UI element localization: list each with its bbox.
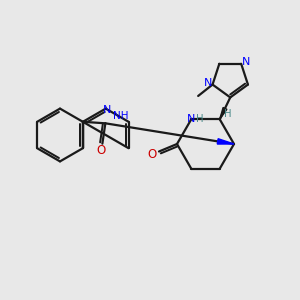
Text: NH: NH bbox=[112, 111, 128, 122]
Polygon shape bbox=[220, 107, 227, 119]
Text: N: N bbox=[204, 78, 212, 88]
Polygon shape bbox=[217, 139, 234, 144]
Text: N: N bbox=[102, 105, 111, 115]
Text: H: H bbox=[196, 114, 203, 124]
Text: O: O bbox=[148, 148, 157, 161]
Text: H: H bbox=[224, 109, 232, 119]
Text: O: O bbox=[97, 144, 106, 157]
Text: N: N bbox=[187, 114, 195, 124]
Text: N: N bbox=[242, 57, 250, 67]
